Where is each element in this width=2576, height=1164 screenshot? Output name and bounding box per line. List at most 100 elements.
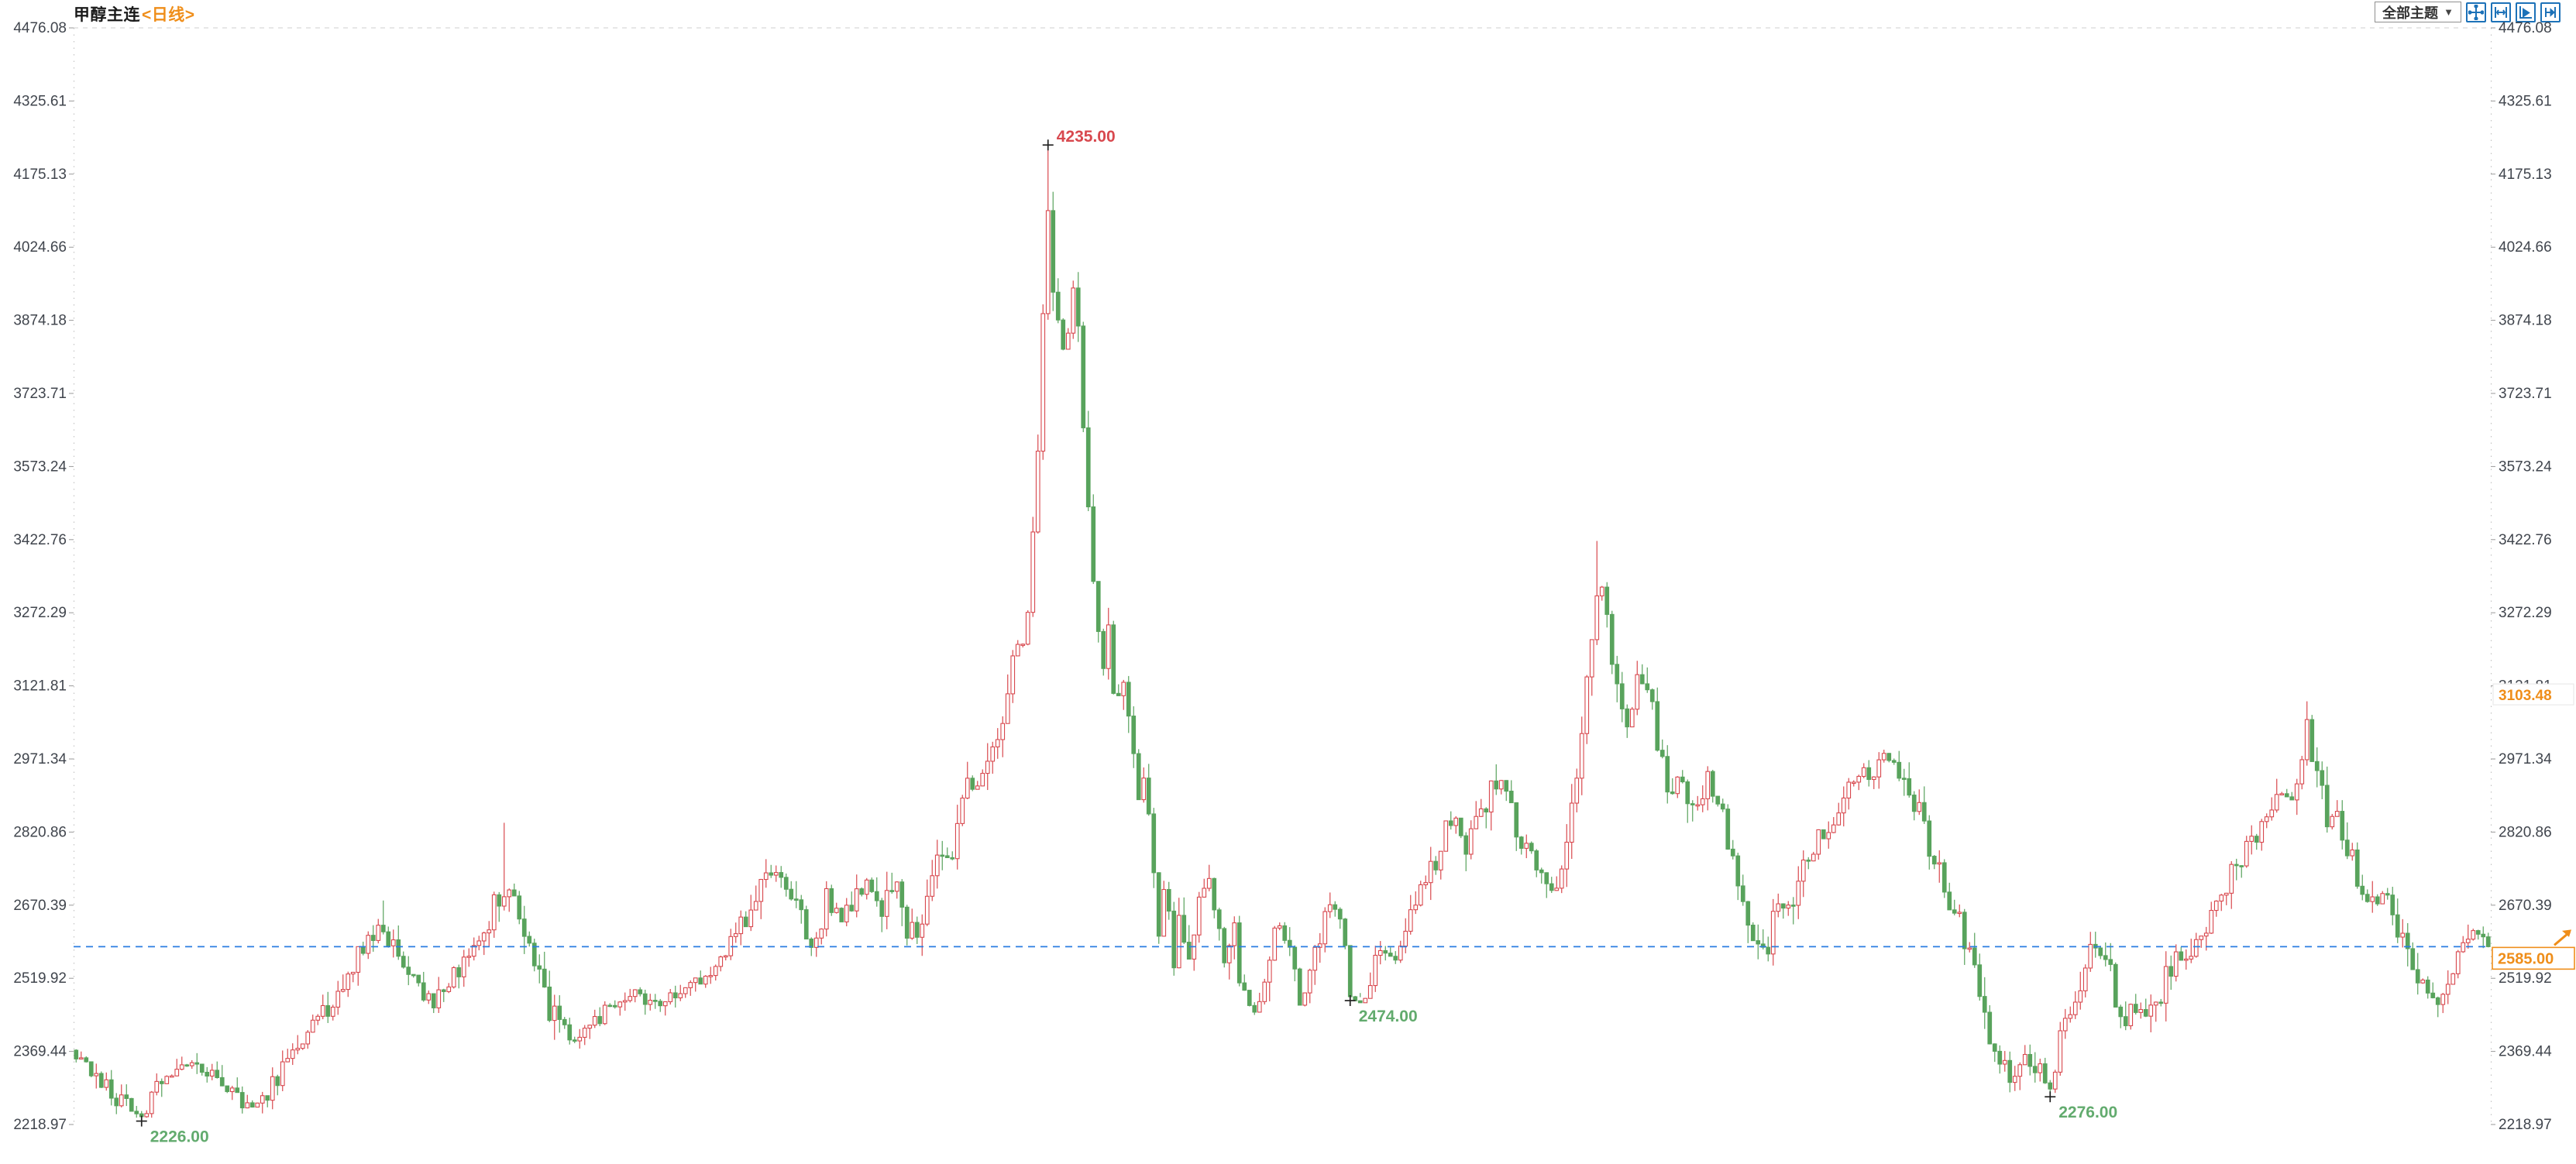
candle-body (194, 1062, 200, 1065)
left-axis-label[interactable]: 4175.13 (13, 167, 67, 183)
left-axis-label[interactable]: 3272.29 (13, 605, 67, 621)
left-axis-label[interactable]: 2820.86 (13, 824, 67, 840)
fit-width-icon[interactable] (2491, 2, 2511, 22)
crosshair-icon[interactable] (2466, 2, 2486, 22)
candle-body (260, 1095, 265, 1104)
candle-body (1111, 624, 1116, 694)
right-axis-label[interactable]: 4476.08 (2499, 20, 2552, 36)
candle-body (2390, 894, 2395, 915)
candle-body (2420, 979, 2426, 984)
right-axis-label[interactable]: 2218.97 (2499, 1117, 2552, 1133)
candle-body (1373, 954, 1378, 987)
right-axis-label[interactable]: 2519.92 (2499, 970, 2552, 987)
step-forward-icon[interactable] (2540, 2, 2561, 22)
left-axis-label[interactable]: 3723.71 (13, 386, 67, 402)
candle-body (239, 1092, 245, 1109)
candle-body (582, 1028, 587, 1038)
left-axis-label[interactable]: 2369.44 (13, 1044, 67, 1060)
candle-body (1629, 709, 1635, 728)
candle-body (2113, 963, 2118, 1008)
left-axis-label[interactable]: 3422.76 (13, 532, 67, 548)
right-axis-label[interactable]: 2820.86 (2499, 824, 2552, 840)
candle-body (2183, 958, 2189, 961)
candle-body (1766, 946, 1771, 955)
candle-body (708, 975, 714, 977)
candle-body (2027, 1053, 2033, 1067)
candle-body (597, 1015, 603, 1025)
candle-body (108, 1079, 114, 1099)
candle-body (809, 938, 814, 948)
right-axis-label[interactable]: 3723.71 (2499, 386, 2552, 402)
candle-body (1267, 960, 1272, 983)
left-axis-label[interactable]: 2519.92 (13, 970, 67, 987)
candle-body (1081, 325, 1086, 428)
left-axis-label[interactable]: 4325.61 (13, 93, 67, 109)
chevron-down-icon: ▼ (2444, 6, 2454, 18)
candle-body (2118, 1006, 2124, 1018)
right-axis-label[interactable]: 4024.66 (2499, 239, 2552, 256)
candle-body (1398, 946, 1403, 961)
candle-body (2199, 936, 2204, 940)
candle-body (2189, 956, 2194, 960)
candle-body (229, 1087, 235, 1093)
candle-body (1534, 850, 1539, 870)
right-axis-label[interactable]: 3874.18 (2499, 313, 2552, 329)
candle-body (562, 1018, 567, 1025)
left-axis-label[interactable]: 3573.24 (13, 458, 67, 475)
candle-body (517, 895, 522, 920)
candle-body (632, 989, 638, 997)
candle-body (688, 982, 693, 988)
candle-body (2038, 1063, 2043, 1073)
candle-body (305, 1032, 311, 1045)
left-axis-label[interactable]: 2670.39 (13, 898, 67, 914)
right-axis-label[interactable]: 4175.13 (2499, 167, 2552, 183)
candle-body (1705, 771, 1711, 799)
candle-body (124, 1094, 129, 1099)
candle-body (1917, 802, 1922, 812)
candle-body (1312, 946, 1318, 971)
candle-body (487, 929, 492, 934)
candle-body (2435, 997, 2440, 1005)
candle-body (1252, 1004, 1257, 1013)
right-axis-label[interactable]: 3272.29 (2499, 605, 2552, 621)
right-axis-label[interactable]: 4325.61 (2499, 93, 2552, 109)
left-axis-label[interactable]: 2218.97 (13, 1117, 67, 1133)
left-axis-label[interactable]: 4024.66 (13, 239, 67, 256)
candle-body (1161, 888, 1167, 937)
theme-dropdown[interactable]: 全部主题 ▼ (2375, 2, 2461, 22)
right-axis-label[interactable]: 3422.76 (2499, 532, 2552, 548)
right-axis-label[interactable]: 2369.44 (2499, 1044, 2552, 1060)
replay-icon[interactable] (2516, 2, 2536, 22)
candle-body (1780, 903, 1786, 909)
candle-body (114, 1097, 119, 1107)
candle-body (1151, 813, 1157, 874)
left-axis-label[interactable]: 4476.08 (13, 20, 67, 36)
candle-body (1498, 780, 1504, 790)
candle-body (567, 1024, 573, 1041)
candle-body (1061, 319, 1066, 350)
right-axis-label[interactable]: 2971.34 (2499, 751, 2552, 767)
candle-body (1831, 824, 1836, 833)
candle-body (1897, 761, 1902, 779)
candle-body (2445, 984, 2450, 995)
candle-body (2213, 900, 2219, 912)
candle-body (1126, 682, 1131, 717)
candle-body (1529, 843, 1534, 852)
candle-body (668, 992, 673, 1003)
left-axis-label[interactable]: 3121.81 (13, 678, 67, 695)
left-axis-label[interactable]: 2971.34 (13, 751, 67, 767)
right-axis-label[interactable]: 3573.24 (2499, 458, 2552, 475)
left-axis-label[interactable]: 3874.18 (13, 313, 67, 329)
candle-body (1232, 922, 1237, 946)
candle-body (642, 993, 648, 1005)
candle-body (944, 855, 950, 859)
candle-body (793, 898, 799, 901)
candle-body (320, 1004, 325, 1017)
candle-body (2375, 896, 2380, 905)
candle-body (491, 894, 497, 931)
candle-body (748, 909, 754, 928)
right-axis-label[interactable]: 2670.39 (2499, 898, 2552, 914)
candle-body (411, 973, 416, 977)
candle-body (1242, 982, 1247, 991)
